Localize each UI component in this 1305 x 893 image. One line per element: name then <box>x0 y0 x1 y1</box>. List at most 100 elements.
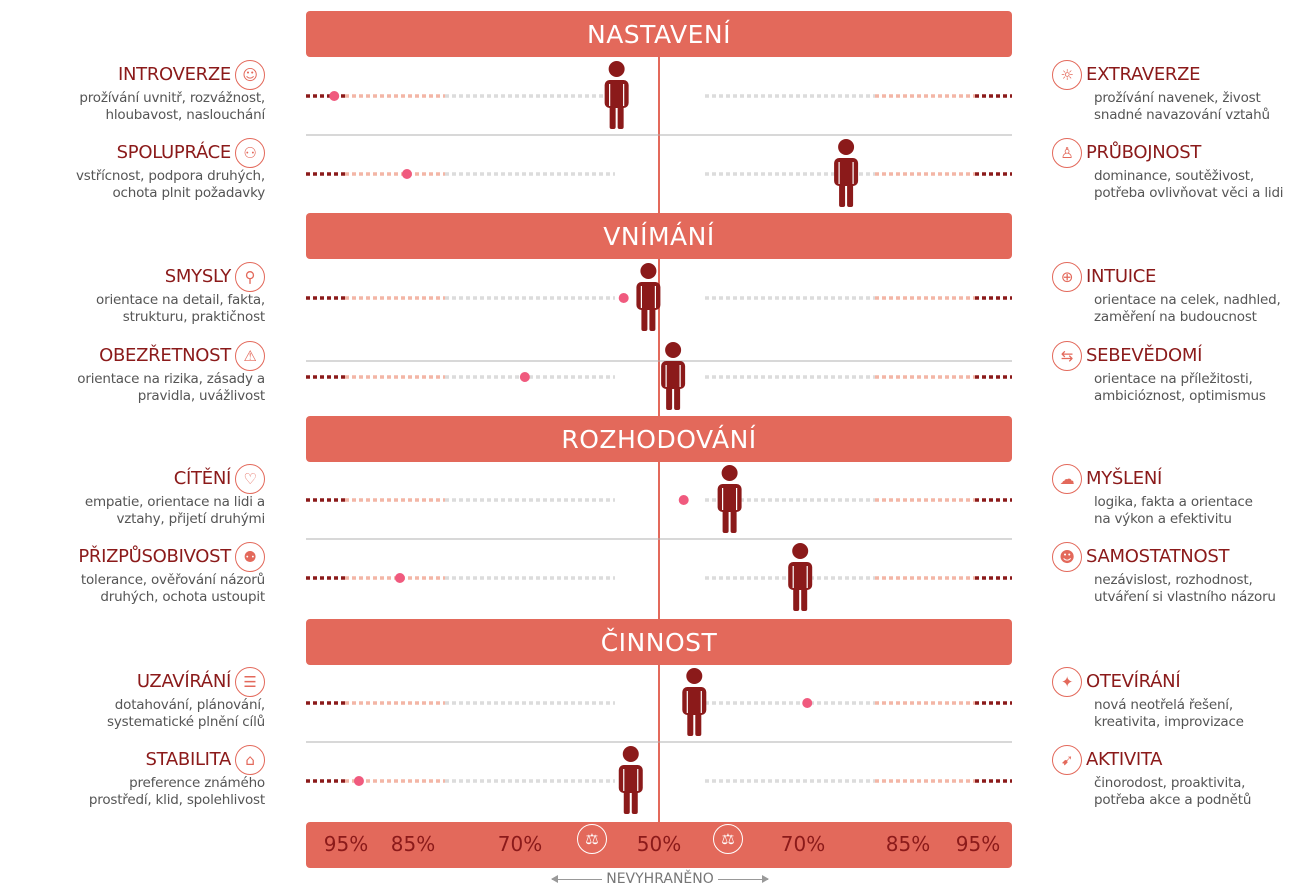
trait-left: UZAVÍRÁNÍ ☰ dotahování, plánování, systemat… <box>107 667 265 731</box>
trait-left: PŘIZPŮSOBIVOST ⚉ tolerance, ověřování názo… <box>78 542 265 606</box>
trait-description: systematické plnění cílů <box>107 714 265 730</box>
trait-name: INTROVERZE <box>117 64 231 85</box>
trait-description: snadné navazování vztahů <box>1094 107 1270 123</box>
trait-left: SPOLUPRÁCE ⚇ vstřícnost, podpora druhých, o… <box>76 138 265 202</box>
trait-left: INTROVERZE ☺ prožívání uvnitř, rozvážnost,… <box>79 60 265 124</box>
trait-description: vstřícnost, podpora druhých, <box>76 168 265 184</box>
trait-name: OBEZŘETNOST <box>99 345 231 366</box>
score-dot <box>353 776 364 786</box>
person-marker-icon <box>618 746 643 814</box>
scales-icon: ⚖ <box>713 824 743 854</box>
trait-title: ➹ AKTIVITA <box>1052 745 1162 775</box>
person-marker-icon <box>788 543 813 611</box>
trait-title: CÍTĚNÍ ♡ <box>174 464 265 494</box>
section-bar-nastaveni: NASTAVENÍ <box>306 11 1012 57</box>
trait-description: empatie, orientace na lidi a <box>84 494 265 510</box>
trait-right: ⇆ SEBEVĚDOMÍ orientace na příležitosti, amb… <box>1052 341 1266 405</box>
section-bar-vnimani: VNÍMÁNÍ <box>306 213 1012 259</box>
trait-left: OBEZŘETNOST ⚠ orientace na rizika, zásady … <box>77 341 265 405</box>
trait-description: strukturu, praktičnost <box>122 309 265 325</box>
section-title: ČINNOST <box>600 627 718 657</box>
trait-title: ☼ EXTRAVERZE <box>1052 60 1201 90</box>
person-marker-icon <box>834 139 859 207</box>
magnifier-icon: ⚲ <box>235 262 265 292</box>
brain-head-icon: ☁ <box>1052 464 1082 494</box>
globe-icon: ⊕ <box>1052 262 1082 292</box>
section-title: VNÍMÁNÍ <box>603 221 715 251</box>
trait-description: prožívání uvnitř, rozvážnost, <box>79 90 265 106</box>
lightbulb-icon: ✦ <box>1052 667 1082 697</box>
trait-right: ✦ OTEVÍRÁNÍ nová neotřelá řešení, kreativit… <box>1052 667 1244 731</box>
trait-description: činorodost, proaktivita, <box>1094 775 1246 791</box>
trait-description: orientace na detail, fakta, <box>96 292 265 308</box>
score-dot <box>394 573 405 583</box>
trait-title: ✦ OTEVÍRÁNÍ <box>1052 667 1181 697</box>
armchair-icon: ⌂ <box>235 745 265 775</box>
trait-description: nezávislost, rozhodnost, <box>1094 572 1253 588</box>
trait-name: OTEVÍRÁNÍ <box>1086 671 1181 692</box>
section-bar-cinnost: ČINNOST <box>306 619 1012 665</box>
trait-name: CÍTĚNÍ <box>173 468 232 489</box>
trait-right: ☻ SAMOSTATNOST nezávislost, rozhodnost, utv… <box>1052 542 1276 606</box>
person-head-icon: ☻ <box>1052 542 1082 572</box>
checklist-icon: ☰ <box>235 667 265 697</box>
trait-description: logika, fakta a orientace <box>1094 494 1253 510</box>
score-dot <box>802 698 813 708</box>
trait-description: tolerance, ověřování názorů <box>80 572 265 588</box>
trait-description: orientace na rizika, zásady a <box>77 371 265 387</box>
neutral-label: NEVYHRANĚNO <box>606 871 714 887</box>
trait-title: ⇆ SEBEVĚDOMÍ <box>1052 341 1202 371</box>
signpost-icon: ⇆ <box>1052 341 1082 371</box>
score-dot <box>329 91 340 101</box>
scale-bar <box>306 822 1012 868</box>
two-people-icon: ⚇ <box>235 138 265 168</box>
trait-title: ☻ SAMOSTATNOST <box>1052 542 1229 572</box>
trait-title: SPOLUPRÁCE ⚇ <box>117 138 265 168</box>
trait-right: ♙ PRŮBOJNOST dominance, soutěživost, potřeb… <box>1052 138 1284 202</box>
score-dot <box>678 495 689 505</box>
trait-left: SMYSLY ⚲ orientace na detail, fakta, strukt… <box>96 262 265 326</box>
trait-description: druhých, ochota ustoupit <box>100 589 265 605</box>
trait-description: prožívání navenek, živost <box>1094 90 1261 106</box>
trait-name: AKTIVITA <box>1086 749 1163 770</box>
trait-title: INTROVERZE ☺ <box>118 60 265 90</box>
score-dot <box>618 293 629 303</box>
trait-title: ♙ PRŮBOJNOST <box>1052 138 1201 168</box>
trait-right: ➹ AKTIVITA činorodost, proaktivita, potřeba… <box>1052 745 1251 809</box>
warning-icon: ⚠ <box>235 341 265 371</box>
trait-description: dotahování, plánování, <box>114 697 265 713</box>
scale-label: 70% <box>497 832 543 856</box>
trait-name: SEBEVĚDOMÍ <box>1086 345 1203 366</box>
trait-title: OBEZŘETNOST ⚠ <box>99 341 265 371</box>
trait-description: orientace na příležitosti, <box>1094 371 1253 387</box>
trait-title: ⊕ INTUICE <box>1052 262 1156 292</box>
trait-description: vztahy, přijetí druhými <box>116 511 265 527</box>
trait-title: SMYSLY ⚲ <box>165 262 265 292</box>
strong-person-icon: ♙ <box>1052 138 1082 168</box>
section-title: ROZHODOVÁNÍ <box>561 424 757 454</box>
section-title: NASTAVENÍ <box>587 19 731 49</box>
score-dot <box>519 372 530 382</box>
heart-head-icon: ♡ <box>235 464 265 494</box>
trait-description: nová neotřelá řešení, <box>1094 697 1233 713</box>
trait-title: ☁ MYŠLENÍ <box>1052 464 1162 494</box>
trait-description: potřeba ovlivňovat věci a lidi <box>1094 185 1284 201</box>
person-radiant-icon: ☼ <box>1052 60 1082 90</box>
trait-description: utváření si vlastního názoru <box>1094 589 1276 605</box>
trait-description: ambicióznost, optimismus <box>1094 388 1266 404</box>
scale-label: 85% <box>885 832 931 856</box>
trait-right: ☼ EXTRAVERZE prožívání navenek, živost snad… <box>1052 60 1270 124</box>
scale-label: 95% <box>323 832 369 856</box>
trait-description: kreativita, improvizace <box>1094 714 1244 730</box>
trait-name: EXTRAVERZE <box>1086 64 1201 85</box>
person-marker-icon <box>682 668 707 736</box>
trait-title: UZAVÍRÁNÍ ☰ <box>137 667 265 697</box>
scale-label: 50% <box>636 832 682 856</box>
trait-description: zaměření na budoucnost <box>1094 309 1257 325</box>
trait-name: INTUICE <box>1086 266 1157 287</box>
arrow-left-icon <box>550 874 602 883</box>
neutral-indicator: NEVYHRANĚNO <box>520 871 800 887</box>
trait-left: STABILITA ⌂ preference známého prostředí, k… <box>89 745 265 809</box>
trait-description: preference známého <box>129 775 265 791</box>
